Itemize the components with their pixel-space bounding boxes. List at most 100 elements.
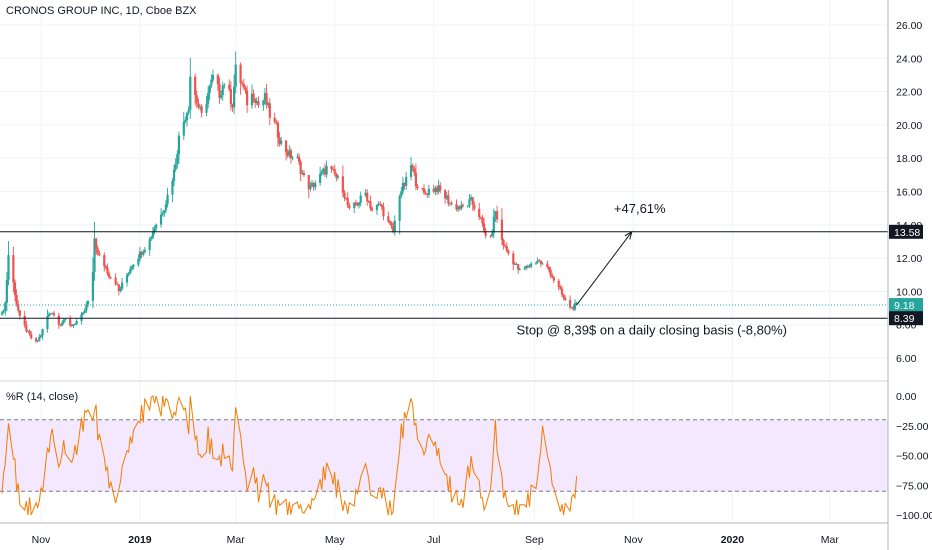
candle-body <box>185 112 189 120</box>
candle-body <box>309 185 312 190</box>
candle-body <box>117 284 120 292</box>
candle-body <box>559 287 562 289</box>
candle-body <box>262 100 265 106</box>
candle-body <box>333 169 336 174</box>
candle-body <box>343 192 346 198</box>
candle-body <box>422 188 426 193</box>
time-axis[interactable]: Nov 2019 Mar May Jul Sep Nov 2020 Mar <box>32 534 840 546</box>
candle-body <box>28 330 31 335</box>
candle-body <box>85 304 88 311</box>
williams-r-line <box>1 395 578 516</box>
candle-body <box>211 74 215 80</box>
candle-body <box>176 154 179 164</box>
candle-body <box>216 74 219 85</box>
candle-body <box>195 95 198 104</box>
candle-body <box>301 172 304 174</box>
candle-body <box>127 273 130 275</box>
candle-body <box>448 202 452 204</box>
candle-body <box>57 315 60 325</box>
candle-body <box>289 150 293 159</box>
williams-r-band <box>0 419 888 492</box>
price-tags: 13.58 9.188.39 <box>889 224 923 326</box>
candle-body <box>354 202 357 205</box>
candle-body <box>336 176 340 178</box>
candle-body <box>469 197 473 200</box>
candle-body <box>233 86 236 108</box>
candle-body <box>345 197 348 199</box>
williams-r-axis[interactable]: 0.00 −25.00 −50.00 −75.00 −100.00 <box>896 391 932 522</box>
time-tick-label: Mar <box>821 534 840 546</box>
candle-body <box>539 260 542 264</box>
candle-body <box>177 135 181 155</box>
candle-body <box>60 322 64 326</box>
candle-body <box>551 275 554 278</box>
candle-body <box>143 249 146 253</box>
candle-body <box>125 274 129 283</box>
price-tag-label: 13.58 <box>894 227 920 239</box>
candle-body <box>450 202 453 205</box>
candle-body <box>341 176 344 193</box>
candle-body <box>265 93 268 106</box>
candle-body <box>495 211 499 220</box>
candle-body <box>455 204 458 210</box>
time-tick-label: Nov <box>624 534 643 546</box>
williams-r-tick-label: 0.00 <box>896 391 917 403</box>
candle-body <box>570 307 573 309</box>
candle-body <box>489 235 492 237</box>
candle-body <box>83 310 86 313</box>
candle-body <box>323 168 327 175</box>
candle-body <box>241 83 244 85</box>
candle-body <box>513 263 517 265</box>
candle-body <box>284 140 288 153</box>
candle-body <box>164 204 168 211</box>
candle-body <box>129 269 132 274</box>
candle-body <box>130 266 133 270</box>
candle-body <box>72 324 75 327</box>
candle-body <box>536 260 539 263</box>
price-levels <box>0 231 888 319</box>
candle-body <box>390 222 393 227</box>
candle-body <box>161 213 164 215</box>
price-tick-label: 12.00 <box>896 253 922 265</box>
candle-body <box>257 101 260 106</box>
candle-body <box>312 183 315 188</box>
candle-body <box>197 103 200 108</box>
candle-body <box>525 265 528 269</box>
candle-body <box>30 334 33 339</box>
candle-body <box>424 192 427 194</box>
candle-body <box>414 172 417 187</box>
candle-body <box>400 191 403 197</box>
candle-body <box>332 168 335 170</box>
williams-r-title: %R (14, close) <box>6 391 78 403</box>
price-tick-label: 20.00 <box>896 120 922 132</box>
time-tick-label: May <box>325 534 346 546</box>
candle-body <box>484 230 487 236</box>
candle-body <box>151 231 155 238</box>
candle-body <box>359 195 362 203</box>
candle-body <box>388 221 392 223</box>
williams-r-pane[interactable]: %R (14, close) <box>0 391 888 516</box>
candles <box>0 51 578 344</box>
candle-body <box>7 255 10 280</box>
candle-body <box>276 122 280 138</box>
candle-body <box>473 204 476 209</box>
candle-body <box>427 188 430 195</box>
candle-body <box>18 310 21 316</box>
candle-body <box>109 277 112 279</box>
candle-body <box>457 206 460 210</box>
candle-body <box>41 328 44 336</box>
candle-body <box>171 180 174 195</box>
candle-body <box>416 186 419 189</box>
candle-body <box>364 192 367 196</box>
candle-body <box>13 282 17 295</box>
time-tick-label: Mar <box>227 534 246 546</box>
candle-body <box>512 253 515 265</box>
candle-body <box>547 267 551 270</box>
candle-body <box>398 196 401 221</box>
candle-body <box>411 165 414 169</box>
candle-body <box>523 268 526 270</box>
candle-body <box>380 204 383 207</box>
candle-body <box>228 84 231 90</box>
candle-body <box>51 313 54 315</box>
